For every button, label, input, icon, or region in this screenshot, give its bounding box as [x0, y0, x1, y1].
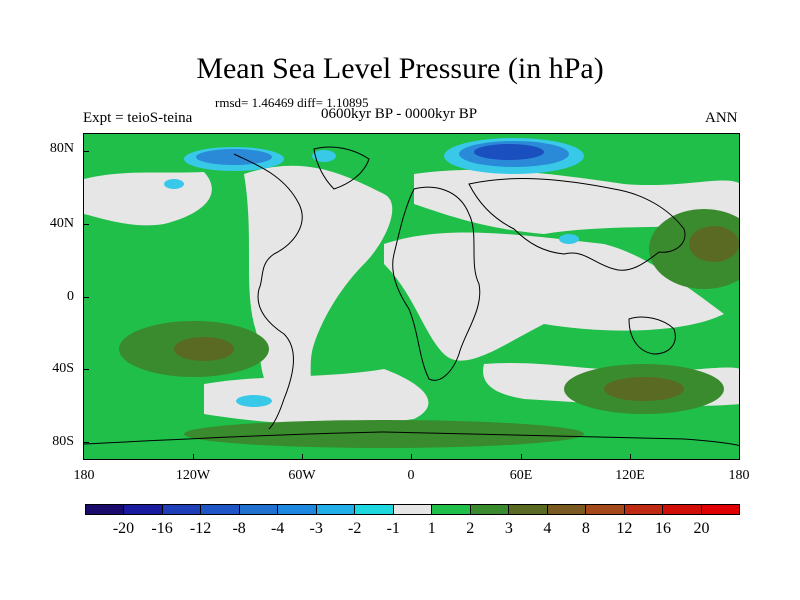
y-tick-40s	[83, 369, 89, 370]
y-tick-80n	[83, 151, 89, 152]
coastlines	[84, 146, 739, 447]
colorbar-swatch	[162, 505, 202, 514]
colorbar-label: 12	[616, 520, 633, 537]
colorbar-swatch	[470, 505, 510, 514]
colorbar-swatch	[239, 505, 279, 514]
y-tick-40n	[83, 224, 89, 225]
colorbar-swatch	[586, 505, 625, 514]
colorbar-swatch	[86, 505, 125, 514]
field-weak-negative-patch-2	[312, 150, 336, 162]
x-tick-label-60e: 60E	[509, 468, 533, 483]
season-label: ANN	[705, 110, 738, 126]
field-weak-negative-patch-1	[164, 179, 184, 189]
colorbar	[85, 504, 740, 515]
field-neutral-eurasia	[414, 169, 739, 234]
colorbar-label: -8	[232, 520, 246, 537]
x-tick-label-120e: 120E	[615, 468, 645, 483]
colorbar-label: 3	[504, 520, 513, 537]
x-tick-label-0: 0	[407, 468, 415, 483]
experiment-label: Expt = teioS-teina	[83, 110, 193, 126]
colorbar-swatch	[355, 505, 394, 514]
y-tick-label-40s: 40S	[52, 361, 74, 376]
period-label: 0600kyr BP - 0000kyr BP	[321, 106, 478, 122]
field-strong-southern	[184, 420, 584, 448]
map-svg	[84, 134, 739, 459]
colorbar-label: -2	[348, 520, 362, 537]
colorbar-label: 4	[543, 520, 552, 537]
colorbar-label: -4	[270, 520, 285, 537]
colorbar-label: -12	[189, 520, 212, 537]
colorbar-swatch	[432, 505, 471, 514]
x-tick-60w	[302, 454, 303, 460]
y-tick-label-40n: 40N	[49, 216, 74, 231]
x-tick-label-120w: 120W	[175, 468, 211, 483]
field-weak-negative-patch-3	[559, 234, 579, 244]
colorbar-swatch	[124, 505, 163, 514]
colorbar-label: -1	[386, 520, 400, 537]
colorbar-swatch	[393, 505, 433, 514]
colorbar-swatch	[624, 505, 664, 514]
chart-title: Mean Sea Level Pressure (in hPa)	[196, 52, 604, 85]
map-plot-area	[83, 133, 740, 460]
x-tick-label-60w: 60W	[288, 468, 316, 483]
field-very-south-pacific	[174, 337, 234, 361]
colorbar-swatch	[663, 505, 702, 514]
field-neutral-continents	[244, 165, 393, 404]
field-weak-negative-patch-4	[236, 395, 272, 407]
field-very-indian	[604, 377, 684, 401]
y-tick-label-0: 0	[67, 289, 74, 304]
colorbar-label: -3	[309, 520, 323, 537]
y-tick-label-80n: 80N	[49, 141, 74, 156]
y-tick-80s	[83, 442, 89, 443]
y-tick-0	[83, 297, 89, 298]
colorbar-swatch	[509, 505, 548, 514]
colorbar-label: -16	[151, 520, 173, 537]
x-tick-120w	[193, 454, 194, 460]
colorbar-swatch	[701, 505, 739, 514]
colorbar-swatch	[316, 505, 356, 514]
colorbar-swatch	[547, 505, 587, 514]
colorbar-label: 8	[581, 520, 590, 537]
field-very-pacific-north	[689, 226, 739, 262]
colorbar-label: 16	[654, 520, 671, 537]
field-neutral-south	[204, 369, 429, 425]
colorbar-swatch	[278, 505, 317, 514]
x-tick-60e	[521, 454, 522, 460]
x-tick-label-180w: 180	[73, 468, 95, 483]
x-tick-120e	[630, 454, 631, 460]
colorbar-label: -20	[112, 520, 135, 537]
colorbar-label: 1	[427, 520, 436, 537]
colorbar-label: 2	[466, 520, 475, 537]
y-tick-label-80s: 80S	[52, 434, 74, 449]
x-tick-label-180e: 180	[728, 468, 750, 483]
field-strong-negative-eurasia	[474, 144, 544, 160]
x-tick-0	[411, 454, 412, 460]
colorbar-label: 20	[693, 520, 710, 537]
rmsd-diff-label: rmsd= 1.46469 diff= 1.10895	[215, 95, 369, 110]
field-negative-greenland	[196, 149, 272, 165]
colorbar-swatch	[201, 505, 240, 514]
